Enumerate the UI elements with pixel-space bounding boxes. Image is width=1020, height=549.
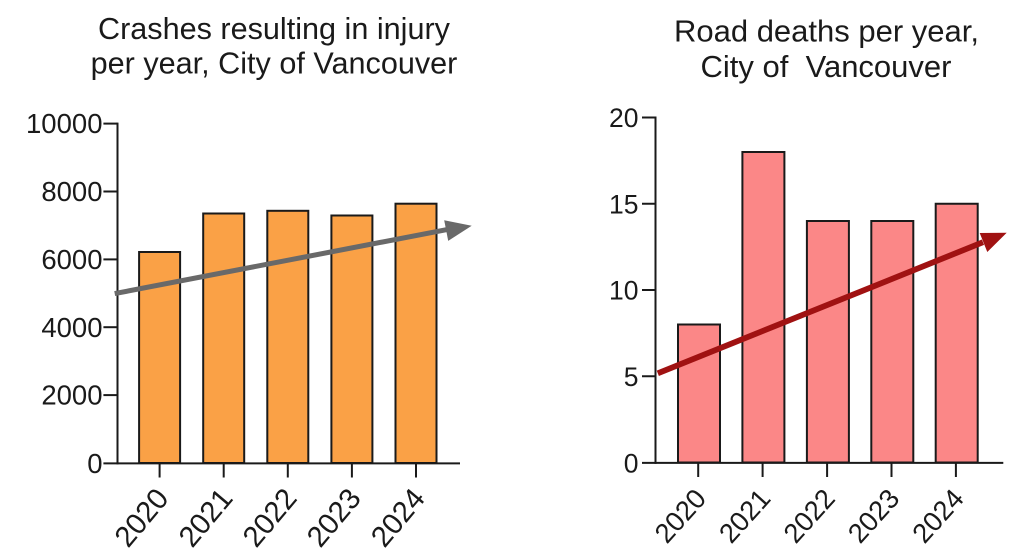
svg-text:Crashes resulting in injury: Crashes resulting in injury bbox=[98, 12, 451, 46]
svg-text:0: 0 bbox=[624, 449, 639, 479]
svg-text:5: 5 bbox=[624, 362, 639, 392]
svg-text:20: 20 bbox=[609, 103, 638, 133]
svg-text:2000: 2000 bbox=[41, 380, 102, 411]
svg-text:10: 10 bbox=[609, 276, 638, 306]
svg-text:10000: 10000 bbox=[26, 108, 102, 139]
svg-text:4000: 4000 bbox=[41, 312, 102, 343]
svg-text:City of Vancouver: City of Vancouver bbox=[701, 49, 952, 84]
svg-text:6000: 6000 bbox=[41, 244, 102, 275]
svg-text:8000: 8000 bbox=[41, 176, 102, 207]
svg-text:per year, City of Vancouver: per year, City of Vancouver bbox=[91, 47, 458, 81]
svg-text:15: 15 bbox=[609, 189, 638, 219]
svg-text:0: 0 bbox=[87, 448, 102, 479]
svg-text:Road deaths per year,: Road deaths per year, bbox=[674, 14, 979, 49]
